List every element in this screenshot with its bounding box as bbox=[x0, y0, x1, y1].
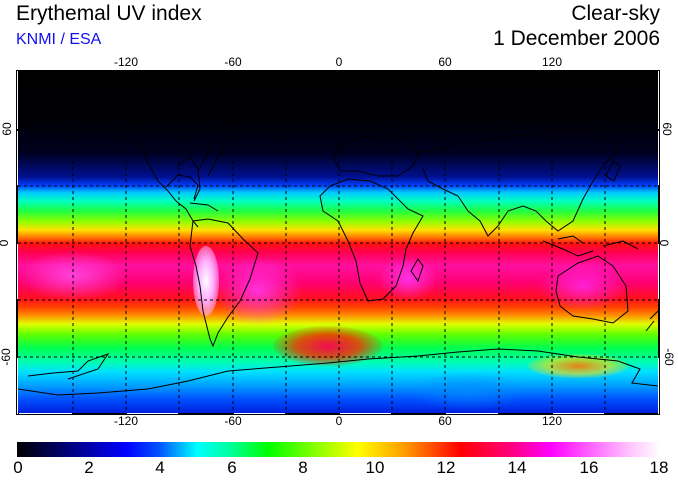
lon-tick-top: 60 bbox=[438, 55, 452, 69]
uv-index-map bbox=[18, 71, 658, 413]
lon-tick-top: 0 bbox=[335, 55, 343, 69]
coastline-madagascar bbox=[410, 258, 424, 283]
lat-tick-right: -60 bbox=[662, 348, 677, 366]
coastline-europe bbox=[332, 132, 419, 177]
lat-tick-left: 60 bbox=[0, 122, 15, 136]
coastline-antarctica bbox=[18, 348, 658, 396]
coastlines bbox=[18, 82, 658, 396]
lat-tick-left: -60 bbox=[0, 348, 14, 366]
colorbar-tick: 0 bbox=[13, 458, 23, 477]
map-date: 1 December 2006 bbox=[493, 27, 660, 50]
colorbar-tick: 18 bbox=[649, 458, 669, 477]
sky-condition-label: Clear-sky bbox=[571, 2, 660, 25]
lon-tick-bottom: -60 bbox=[224, 414, 242, 428]
uv-colorbar bbox=[17, 442, 660, 457]
colorbar-tick: 6 bbox=[227, 458, 237, 477]
colorbar-tick: 12 bbox=[436, 458, 456, 477]
coastline-australia bbox=[555, 255, 629, 324]
coastline-africa bbox=[319, 178, 424, 302]
lon-tick-bottom: 60 bbox=[438, 414, 452, 428]
colorbar-tick: 2 bbox=[84, 458, 94, 477]
lon-tick-top: -60 bbox=[224, 55, 242, 69]
coastline-japan bbox=[605, 160, 621, 182]
grid-lines bbox=[18, 71, 658, 413]
coastline-gulf-caribbean bbox=[165, 174, 219, 212]
colorbar-tick: 14 bbox=[507, 458, 527, 477]
lon-tick-top: -120 bbox=[113, 55, 139, 69]
map-overlay bbox=[18, 71, 658, 413]
map-title: Erythemal UV index bbox=[16, 2, 202, 25]
coastline-greenland bbox=[247, 82, 294, 122]
lon-tick-top: 120 bbox=[541, 55, 563, 69]
coastline-south-america bbox=[189, 218, 259, 348]
lon-tick-bottom: 0 bbox=[335, 414, 343, 428]
coastline-antarctic-peninsula bbox=[27, 353, 110, 380]
coastline-asia bbox=[417, 128, 619, 237]
colorbar-tick: 4 bbox=[155, 458, 165, 477]
colorbar-tick: 8 bbox=[298, 458, 308, 477]
lon-tick-bottom: -120 bbox=[113, 414, 139, 428]
coastline-indonesia bbox=[542, 235, 639, 257]
data-source-label: KNMI / ESA bbox=[16, 31, 102, 48]
lat-tick-right: 60 bbox=[660, 122, 675, 136]
lon-tick-bottom: 120 bbox=[541, 414, 563, 428]
colorbar-tick: 10 bbox=[365, 458, 385, 477]
colorbar-tick: 16 bbox=[579, 458, 599, 477]
coastline-north-america bbox=[39, 92, 241, 228]
lat-tick-left: 0 bbox=[0, 240, 11, 247]
coastline-new-zealand bbox=[645, 310, 658, 332]
